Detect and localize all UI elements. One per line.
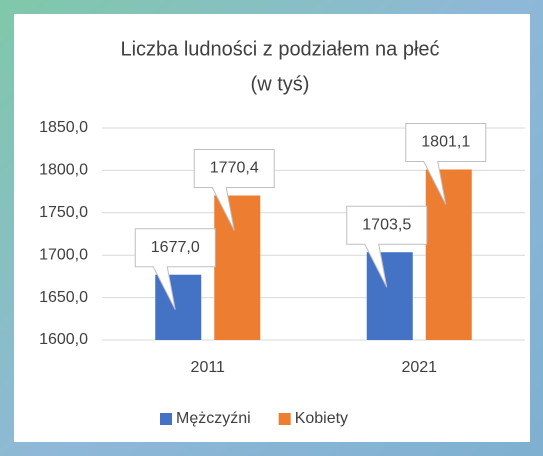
legend-label: Kobiety [295, 410, 348, 427]
x-tick-label: 2021 [401, 359, 437, 376]
data-label-callout [134, 228, 216, 310]
data-label-callout [405, 122, 487, 205]
y-tick-label: 1800,0 [39, 162, 88, 179]
bar [214, 195, 261, 340]
chart-title: Liczba ludności z podziałem na płeć [120, 38, 439, 60]
data-label: 1801,1 [421, 134, 470, 151]
data-label: 1770,4 [210, 160, 259, 177]
data-label: 1703,5 [362, 216, 411, 233]
legend-label: Mężczyźni [176, 410, 251, 427]
y-tick-label: 1700,0 [39, 246, 88, 263]
y-tick-label: 1750,0 [39, 204, 88, 221]
legend-swatch [160, 413, 172, 425]
bar [366, 252, 413, 340]
data-label-callout [193, 149, 275, 231]
y-tick-label: 1850,0 [39, 119, 88, 136]
x-tick-label: 2011 [191, 359, 226, 376]
legend-swatch [278, 413, 291, 425]
y-tick-label: 1650,0 [39, 289, 88, 306]
data-label-callout [346, 205, 428, 288]
data-label: 1677,0 [151, 239, 200, 256]
bar [425, 169, 472, 340]
chart-subtitle: (w tyś) [251, 73, 310, 95]
y-tick-label: 1600,0 [39, 331, 88, 348]
